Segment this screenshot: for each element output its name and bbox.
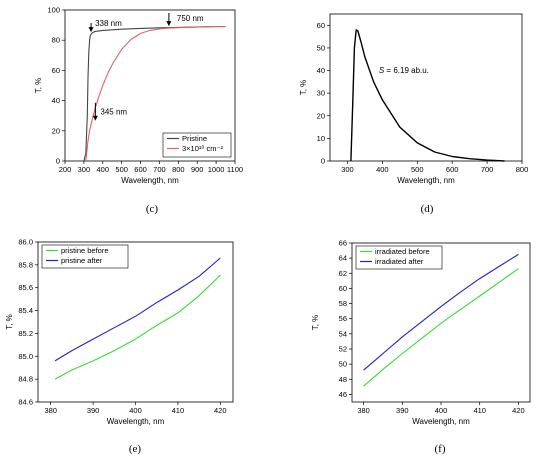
y-tick-label: 58 [339,299,347,308]
x-tick-label: 400 [97,165,110,174]
legend-label: pristine before [61,246,109,255]
series-line-pristine-before [54,274,221,380]
x-axis-label: Wavelength, nm [412,417,470,426]
y-tick-label: 52 [339,345,347,354]
annotation-label: 338 nm [95,19,122,28]
series-line--cm- [85,26,226,162]
y-tick-label: 80 [52,36,60,45]
y-tick-label: 100 [47,6,60,15]
y-tick-label: 20 [317,111,325,120]
series-line-pristine-after [54,257,221,362]
y-tick-label: 60 [52,66,60,75]
legend-label: 3×10¹⁰ cm⁻² [182,144,223,153]
y-axis-label: T, % [299,80,308,96]
x-tick-label: 380 [44,406,57,415]
y-tick-label: 86.0 [18,238,33,247]
x-tick-label: 500 [115,165,128,174]
y-axis-label: T, % [311,315,320,331]
y-tick-label: 85.6 [18,283,33,292]
chart-panel-1: 200 300 400 500 600 700 800 900 1000 1100 0 20 40 60 8… [34,6,243,216]
series-line-irradiated-after [363,253,519,371]
legend-box [41,244,129,269]
annotation-label: 345 nm [100,108,127,117]
x-tick-label: 1000 [208,165,225,174]
x-tick-label: 1100 [227,165,243,174]
panel-caption: (e) [129,443,142,455]
y-tick-label: 56 [339,314,347,323]
y-tick-label: 50 [339,360,347,369]
x-tick-label: 800 [172,165,185,174]
y-tick-label: 85.8 [18,260,33,269]
x-tick-label: 410 [172,406,185,415]
y-tick-label: 85.0 [18,352,33,361]
y-tick-label: 30 [317,89,325,98]
x-axis-label: Wavelength, nm [107,417,165,426]
x-tick-label: 300 [341,165,354,174]
y-tick-label: 60 [339,284,347,293]
y-tick-label: 60 [317,21,325,30]
series-line-irradiated-before [363,268,519,387]
x-tick-label: 390 [87,406,100,415]
x-tick-label: 400 [376,165,389,174]
y-tick-label: 0 [321,157,325,166]
x-tick-label: 390 [396,406,409,415]
y-tick-label: 40 [317,66,325,75]
x-tick-label: 900 [191,165,204,174]
y-tick-label: 84.8 [18,375,33,384]
x-axis-label: Wavelength, nm [397,176,455,185]
plot-frame [64,9,236,162]
chart-panel-4: 380 390 400 410 420 46 48 50 52 54 56 58 60 62 64 66 Wav… [311,239,531,455]
annotation-arrow-head [166,21,172,27]
series-line-1 [350,29,505,162]
chart-panel-2: 300 400 500 600 700 800 0 10 20 30 40 50 60 Wavelengt… [299,13,529,215]
x-tick-label: 600 [446,165,459,174]
annotation-label: 750 nm [177,14,204,23]
y-tick-label: 20 [52,126,60,135]
y-axis-label: T, % [5,314,14,330]
y-tick-label: 0 [56,157,60,166]
y-tick-label: 48 [339,375,347,384]
x-tick-label: 380 [357,406,370,415]
y-tick-label: 84.6 [18,398,33,407]
legend-label: Pristine [182,134,207,143]
annotation-label: S = 6.19 ab.u. [379,66,429,75]
x-tick-label: 400 [435,406,448,415]
y-tick-label: 46 [339,390,347,399]
y-tick-label: 54 [339,329,347,338]
x-tick-label: 420 [214,406,227,415]
x-axis-label: Wavelength, nm [121,176,179,185]
legend-label: irradiated before [375,247,430,256]
legend-label: pristine after [61,256,103,265]
legend-box [355,245,443,270]
x-tick-label: 200 [59,165,72,174]
annotation-arrow-head [88,27,94,33]
plot-frame [329,13,523,162]
y-tick-label: 10 [317,134,325,143]
y-tick-label: 66 [339,239,347,248]
legend-label: irradiated after [375,257,424,266]
y-tick-label: 40 [52,96,60,105]
y-tick-label: 50 [317,43,325,52]
annotation-arrow-head [92,115,98,121]
legend-box [162,132,232,158]
x-tick-label: 800 [516,165,529,174]
chart-panel-3: 380 390 400 410 420 84.6 84.8 85.0 85.2 85.4 85.6 8… [5,238,234,455]
y-tick-label: 85.2 [18,329,33,338]
y-tick-label: 62 [339,269,347,278]
panel-caption: (d) [421,203,434,215]
x-tick-label: 700 [153,165,166,174]
x-tick-label: 410 [473,406,486,415]
x-tick-label: 300 [78,165,91,174]
panel-caption: (c) [146,203,159,215]
y-tick-label: 85.4 [18,306,33,315]
x-tick-label: 420 [512,406,525,415]
panel-caption: (f) [435,443,446,455]
y-tick-label: 64 [339,254,347,263]
x-tick-label: 700 [481,165,494,174]
x-tick-label: 500 [411,165,424,174]
x-tick-label: 400 [129,406,142,415]
x-tick-label: 600 [134,165,147,174]
y-axis-label: T, % [34,78,43,94]
